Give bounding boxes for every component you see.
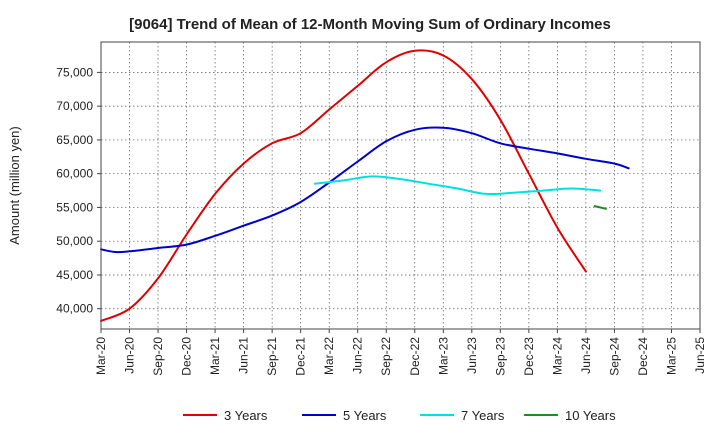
x-tick-label: Mar-23 xyxy=(436,337,450,375)
x-tick-label: Mar-22 xyxy=(322,337,336,375)
x-tick-label: Dec-22 xyxy=(408,337,422,376)
series-lines xyxy=(100,49,630,322)
y-axis-ticks: 40,000 45,000 50,000 55,000 60,000 65,000 70,0… xyxy=(56,65,101,316)
x-tick-label: Dec-24 xyxy=(636,337,650,376)
x-tick-label: Mar-24 xyxy=(550,337,564,375)
y-tick-label: 60,000 xyxy=(56,167,93,181)
series-line-5-years xyxy=(100,126,630,254)
y-tick-label: 50,000 xyxy=(56,234,93,248)
x-tick-label: Sep-24 xyxy=(607,337,621,376)
x-tick-label: Jun-20 xyxy=(123,337,137,374)
x-tick-label: Sep-22 xyxy=(379,337,393,376)
x-tick-label: Sep-20 xyxy=(151,337,165,376)
y-tick-label: 40,000 xyxy=(56,302,93,316)
legend: 3 Years 5 Years 7 Years 10 Years xyxy=(183,408,616,423)
series-line-10-years xyxy=(593,205,607,210)
gridlines xyxy=(100,42,701,329)
x-tick-label: Jun-21 xyxy=(237,337,251,374)
x-tick-label: Mar-20 xyxy=(94,337,108,375)
y-tick-label: 75,000 xyxy=(56,65,93,79)
x-tick-label: Jun-22 xyxy=(351,337,365,374)
x-tick-label: Sep-21 xyxy=(265,337,279,376)
y-tick-label: 55,000 xyxy=(56,200,93,214)
y-axis-title: Amount (million yen) xyxy=(7,126,22,245)
y-tick-label: 70,000 xyxy=(56,99,93,113)
series-line-3-years xyxy=(100,49,587,322)
x-tick-label: Mar-21 xyxy=(208,337,222,375)
x-tick-label: Sep-23 xyxy=(493,337,507,376)
x-tick-label: Dec-23 xyxy=(522,337,536,376)
x-tick-label: Jun-25 xyxy=(693,337,707,374)
chart-title: [9064] Trend of Mean of 12-Month Moving … xyxy=(129,16,611,33)
plot-frame xyxy=(100,41,701,330)
x-axis-ticks: Mar-20 Jun-20 Sep-20 Dec-20 Mar-21 Jun-21 Sep-… xyxy=(94,329,707,376)
legend-label-5-years: 5 Years xyxy=(343,408,387,423)
legend-label-7-years: 7 Years xyxy=(461,408,505,423)
x-tick-label: Jun-24 xyxy=(579,337,593,374)
legend-label-10-years: 10 Years xyxy=(565,408,616,423)
x-tick-label: Mar-25 xyxy=(664,337,678,375)
x-tick-label: Dec-20 xyxy=(180,337,194,376)
y-tick-label: 65,000 xyxy=(56,133,93,147)
x-tick-label: Dec-21 xyxy=(294,337,308,376)
series-line-7-years xyxy=(313,175,602,196)
legend-label-3-years: 3 Years xyxy=(224,408,268,423)
x-tick-label: Jun-23 xyxy=(465,337,479,374)
y-tick-label: 45,000 xyxy=(56,268,93,282)
